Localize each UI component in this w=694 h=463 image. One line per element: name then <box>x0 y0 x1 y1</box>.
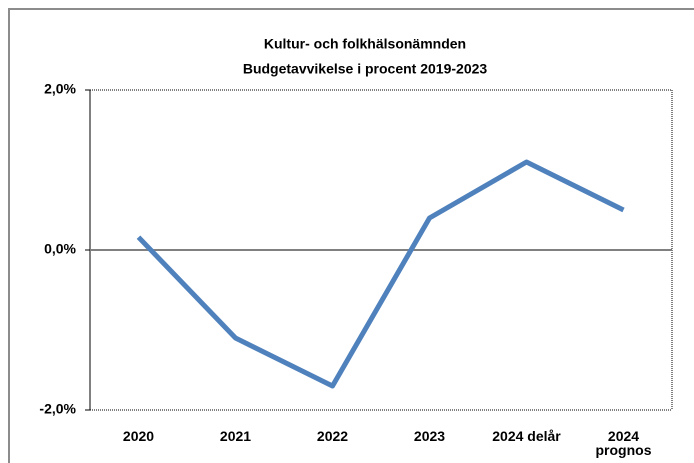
y-tick-label: 2,0% <box>44 81 76 97</box>
x-tick-label: 2024 delår <box>492 428 561 444</box>
chart-title: Budgetavvikelse i procent 2019-2023 <box>243 61 488 77</box>
x-tick-label: 2024 prognos <box>595 428 652 458</box>
x-tick-label: 2021 <box>219 428 252 444</box>
chart-frame <box>8 8 694 463</box>
line-series <box>136 159 625 389</box>
chart-title: Kultur- och folkhälsonämnden <box>264 36 466 52</box>
x-tick-label: 2020 <box>122 428 155 444</box>
y-tick-label: -2,0% <box>39 401 76 417</box>
y-tick-label: 0,0% <box>44 241 76 257</box>
x-tick-label: 2023 <box>413 428 446 444</box>
x-tick-label: 2022 <box>316 428 349 444</box>
